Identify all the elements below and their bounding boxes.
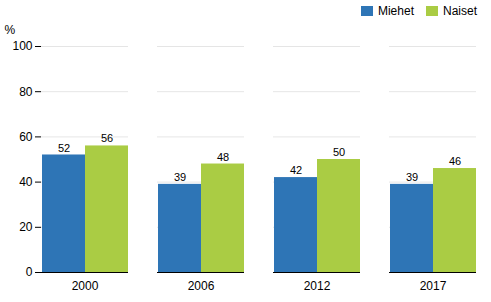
- svg-text:48: 48: [217, 151, 229, 163]
- svg-text:2006: 2006: [188, 279, 215, 293]
- svg-text:2000: 2000: [72, 279, 99, 293]
- svg-text:46: 46: [449, 155, 461, 167]
- html-text:Miehet: Miehet: [378, 4, 414, 18]
- svg-text:80: 80: [19, 85, 33, 99]
- html-text:Naiset: Naiset: [443, 4, 477, 18]
- svg-text:60: 60: [19, 130, 33, 144]
- svg-text:42: 42: [290, 164, 302, 176]
- svg-text:39: 39: [174, 171, 186, 183]
- svg-text:2012: 2012: [304, 279, 331, 293]
- svg-text:39: 39: [406, 171, 418, 183]
- svg-text:50: 50: [333, 146, 345, 158]
- svg-text:20: 20: [19, 220, 33, 234]
- svg-text:%: %: [5, 23, 16, 37]
- svg-text:52: 52: [58, 142, 70, 154]
- svg-text:0: 0: [26, 265, 33, 279]
- svg-text:40: 40: [19, 175, 33, 189]
- svg-text:2017: 2017: [420, 279, 447, 293]
- svg-text:56: 56: [101, 132, 113, 144]
- svg-text:100: 100: [12, 39, 32, 53]
